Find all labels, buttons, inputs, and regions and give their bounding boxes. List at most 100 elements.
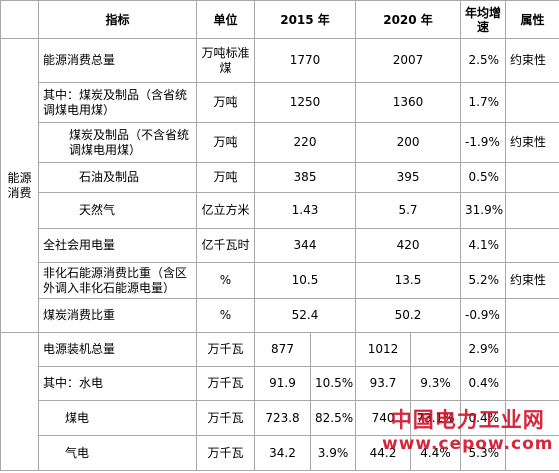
attribute-cell	[505, 162, 559, 193]
indicator-cell: 非化石能源消费比重（含区外调入非化石能源电量）	[38, 262, 197, 299]
indicator-cell: 煤电	[38, 400, 197, 436]
unit-cell: 万千瓦	[196, 435, 255, 471]
indicator-cell: 煤炭消费比重	[38, 298, 197, 333]
value-cell: 420	[355, 228, 462, 263]
value-cell: 1250	[253, 82, 357, 123]
watermark-name: 中国电力工业网	[390, 408, 545, 432]
table-row: 能源消费 能源消费总量 万吨标准煤 1770 2007 2.5% 约束性	[0, 38, 559, 333]
indicator-cell: 天然气	[38, 192, 197, 229]
growth-cell: 2.9%	[460, 332, 507, 367]
growth-cell: 0.4%	[460, 366, 507, 401]
value-cell: 10.5	[253, 262, 357, 299]
header-row: 指标 单位 2015 年 2020 年 年均增速 属性	[0, 0, 559, 39]
growth-cell: 2.5%	[460, 38, 507, 83]
watermark-url: www.cepow.com	[382, 434, 554, 454]
value-cell: 1.43	[253, 192, 357, 229]
indicator-cell: 能源消费总量	[38, 38, 197, 83]
indicator-cell: 电源装机总量	[38, 332, 197, 367]
value-cell: 34.2	[254, 435, 311, 471]
table-row: 气电 万千瓦 34.2 3.9% 44.2 4.4% 5.3%	[1, 435, 559, 471]
share-cell	[309, 332, 357, 367]
indicator-cell: 石油及制品	[38, 162, 197, 193]
unit-cell: 万吨	[196, 122, 255, 163]
growth-cell: -0.9%	[460, 298, 507, 333]
attribute-cell: 约束性	[505, 38, 559, 83]
value-cell: 200	[355, 122, 462, 163]
table-row: 石油及制品 万吨 385 395 0.5%	[1, 162, 559, 193]
header-cell: 年均增速	[460, 0, 507, 39]
watermark: 中国电力工业网 www.cepow.com	[382, 404, 554, 454]
table-row: 全社会用电量 亿千瓦时 344 420 4.1%	[1, 228, 559, 263]
growth-cell: 1.7%	[460, 82, 507, 123]
share-cell: 3.9%	[309, 435, 357, 471]
value-cell: 2007	[355, 38, 462, 83]
unit-cell: 万吨标准煤	[196, 38, 255, 83]
value-cell: 385	[253, 162, 357, 193]
growth-cell: 4.1%	[460, 228, 507, 263]
value-cell: 5.7	[355, 192, 462, 229]
value-cell: 220	[253, 122, 357, 163]
unit-cell: 万吨	[196, 162, 255, 193]
group-cell: 能源消费	[0, 38, 39, 333]
table-row: 非化石能源消费比重（含区外调入非化石能源电量）% 10.5 13.5 5.2% 约束性	[1, 262, 559, 299]
share-cell	[410, 332, 462, 367]
value-cell: 395	[355, 162, 462, 193]
indicator-cell: 气电	[38, 435, 197, 471]
indicator-cell: 其中：煤炭及制品（含省统调煤电用煤）	[38, 82, 197, 123]
value-cell: 1360	[355, 82, 462, 123]
share-cell: 82.5%	[309, 400, 357, 436]
attribute-cell	[505, 298, 559, 333]
growth-cell: -1.9%	[460, 122, 507, 163]
table-row: 其中：煤炭及制品（含省统调煤电用煤） 万吨 1250 1360 1.7%	[1, 82, 559, 123]
table-row: 其中：水电 万千瓦 91.9 10.5% 93.7 9.3% 0.4%	[1, 366, 559, 401]
attribute-cell	[505, 192, 559, 229]
value-cell: 1770	[253, 38, 357, 83]
attribute-cell	[505, 366, 559, 401]
header-cell: 属性	[505, 0, 559, 39]
value-cell: 344	[253, 228, 357, 263]
share-cell: 9.3%	[410, 366, 462, 401]
value-cell: 50.2	[355, 298, 462, 333]
value-cell: 52.4	[253, 298, 357, 333]
header-cell	[0, 0, 39, 39]
table-row: 天然气 亿立方米 1.43 5.7 31.9%	[1, 192, 559, 229]
table-row: 煤炭及制品（不含省统调煤电用煤） 万吨 220 200 -1.9% 约束性	[1, 122, 559, 163]
unit-cell: %	[196, 298, 255, 333]
table-row: 煤炭消费比重% 52.4 50.2 -0.9%	[1, 298, 559, 333]
growth-cell: 0.4%	[460, 400, 507, 436]
growth-cell: 5.3%	[460, 435, 507, 471]
header-cell: 2020 年	[355, 0, 462, 39]
attribute-cell	[505, 82, 559, 123]
indicator-cell: 煤炭及制品（不含省统调煤电用煤）	[38, 122, 197, 163]
unit-cell: 万吨	[196, 82, 255, 123]
header-cell: 单位	[196, 0, 255, 39]
unit-cell: 万千瓦	[196, 400, 255, 436]
unit-cell: %	[196, 262, 255, 299]
share-cell: 4.4%	[410, 435, 462, 471]
value-cell: 91.9	[254, 366, 311, 401]
share-cell: 73.1%	[410, 400, 462, 436]
attribute-cell: 约束性	[505, 122, 559, 163]
value-cell: 13.5	[355, 262, 462, 299]
unit-cell: 万千瓦	[196, 366, 255, 401]
value-cell: 93.7	[355, 366, 412, 401]
group-cell	[0, 332, 39, 471]
attribute-cell	[505, 332, 559, 367]
unit-cell: 亿立方米	[196, 192, 255, 229]
growth-cell: 0.5%	[460, 162, 507, 193]
indicator-cell: 全社会用电量	[38, 228, 197, 263]
header-cell: 指标	[38, 0, 197, 39]
table-row: 煤电 万千瓦 723.8 82.5% 740 73.1% 0.4%	[1, 400, 559, 436]
share-cell: 10.5%	[309, 366, 357, 401]
value-cell: 877	[254, 332, 311, 367]
unit-cell: 亿千瓦时	[196, 228, 255, 263]
header-cell: 2015 年	[253, 0, 357, 39]
attribute-cell	[505, 228, 559, 263]
growth-cell: 5.2%	[460, 262, 507, 299]
value-cell: 1012	[355, 332, 412, 367]
attribute-cell	[505, 400, 559, 436]
growth-cell: 31.9%	[460, 192, 507, 229]
